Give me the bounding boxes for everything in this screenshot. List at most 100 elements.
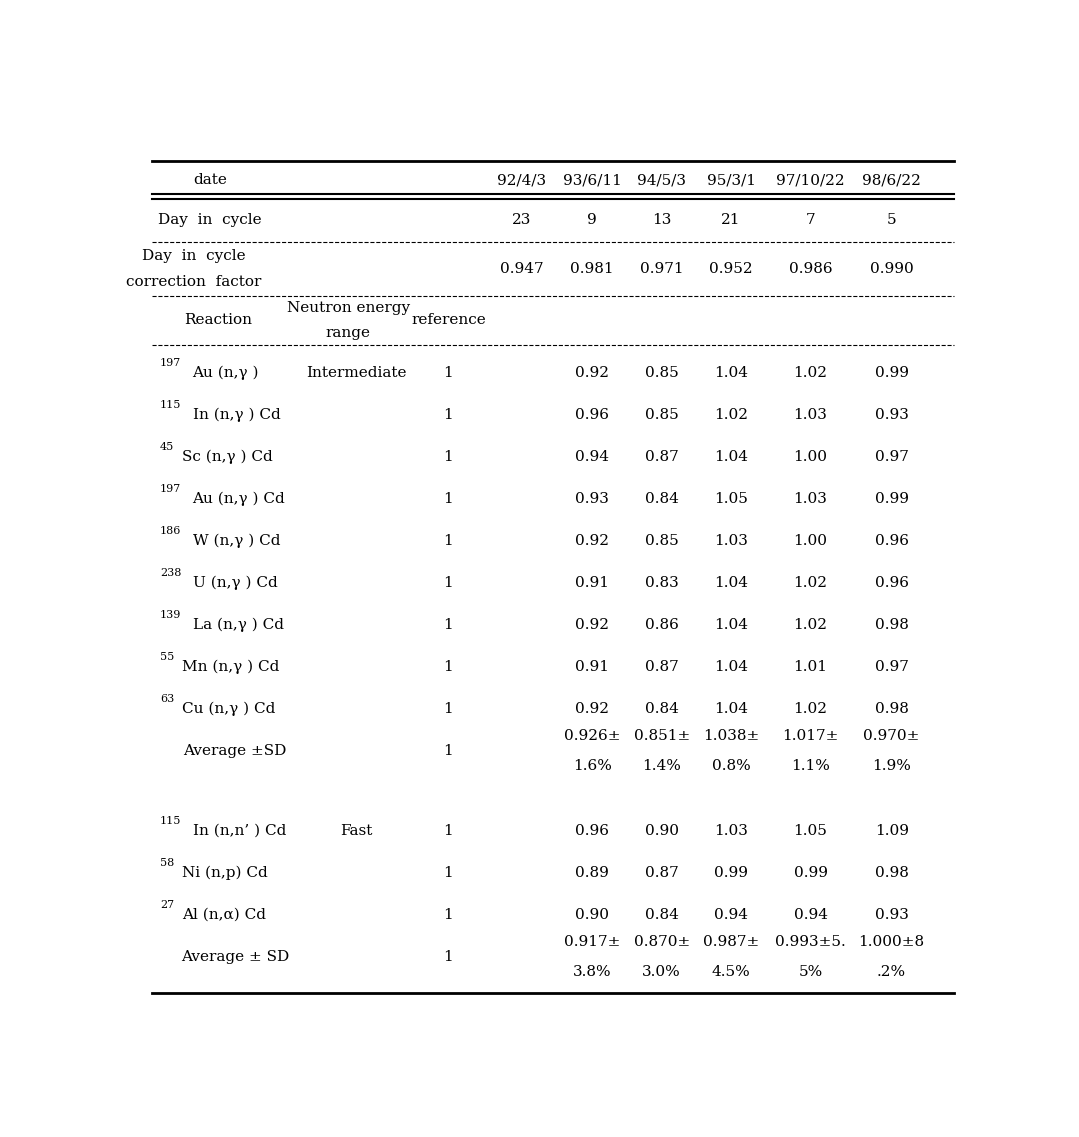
Text: 9: 9 (587, 214, 597, 227)
Text: Mn (n,γ ) Cd: Mn (n,γ ) Cd (181, 659, 279, 674)
Text: 0.84: 0.84 (645, 492, 679, 506)
Text: 3.0%: 3.0% (642, 965, 681, 979)
Text: 0.947: 0.947 (501, 262, 544, 275)
Text: 63: 63 (160, 695, 174, 705)
Text: 0.99: 0.99 (793, 866, 828, 880)
Text: 1.017±: 1.017± (782, 729, 838, 744)
Text: reference: reference (411, 314, 486, 327)
Text: 0.99: 0.99 (875, 366, 909, 380)
Text: 0.981: 0.981 (571, 262, 614, 275)
Text: 238: 238 (160, 568, 181, 579)
Text: 0.89: 0.89 (575, 866, 610, 880)
Text: Sc (n,γ ) Cd: Sc (n,γ ) Cd (181, 449, 273, 464)
Text: Fast: Fast (340, 824, 372, 838)
Text: 13: 13 (652, 214, 671, 227)
Text: 21: 21 (722, 214, 741, 227)
Text: 1: 1 (443, 450, 453, 464)
Text: 0.94: 0.94 (714, 908, 748, 922)
Text: 1.03: 1.03 (714, 534, 748, 548)
Text: Average ± SD: Average ± SD (181, 949, 289, 964)
Text: 186: 186 (160, 526, 181, 537)
Text: Au (n,γ ): Au (n,γ ) (192, 366, 259, 380)
Text: 5: 5 (887, 214, 897, 227)
Text: 1: 1 (443, 408, 453, 422)
Text: Al (n,α) Cd: Al (n,α) Cd (181, 908, 265, 922)
Text: In (n,n’ ) Cd: In (n,n’ ) Cd (192, 824, 286, 838)
Text: 0.97: 0.97 (875, 450, 909, 464)
Text: Day  in  cycle: Day in cycle (141, 249, 245, 263)
Text: 1: 1 (443, 534, 453, 548)
Text: Cu (n,γ ) Cd: Cu (n,γ ) Cd (181, 702, 275, 716)
Text: 0.90: 0.90 (644, 824, 679, 838)
Text: .2%: .2% (877, 965, 906, 979)
Text: 1.09: 1.09 (875, 824, 909, 838)
Text: 1.038±: 1.038± (704, 729, 760, 744)
Text: 0.83: 0.83 (645, 576, 679, 590)
Text: 1.03: 1.03 (794, 492, 828, 506)
Text: 0.94: 0.94 (575, 450, 610, 464)
Text: date: date (193, 173, 227, 188)
Text: 1.00: 1.00 (793, 534, 828, 548)
Text: 1: 1 (443, 744, 453, 758)
Text: 1.6%: 1.6% (573, 758, 612, 773)
Text: 1.05: 1.05 (714, 492, 748, 506)
Text: 4.5%: 4.5% (712, 965, 751, 979)
Text: Au (n,γ ) Cd: Au (n,γ ) Cd (192, 491, 285, 506)
Text: 27: 27 (160, 901, 174, 911)
Text: 0.986: 0.986 (789, 262, 832, 275)
Text: 0.91: 0.91 (575, 576, 610, 590)
Text: 0.94: 0.94 (793, 908, 828, 922)
Text: 1.00: 1.00 (793, 450, 828, 464)
Text: 0.84: 0.84 (645, 702, 679, 716)
Text: 1.03: 1.03 (794, 408, 828, 422)
Text: 0.993±5.: 0.993±5. (775, 935, 846, 949)
Text: 139: 139 (160, 611, 181, 621)
Text: Day  in  cycle: Day in cycle (159, 214, 262, 227)
Text: 1.000±8: 1.000±8 (859, 935, 925, 949)
Text: 0.96: 0.96 (875, 576, 909, 590)
Text: 45: 45 (160, 442, 174, 453)
Text: 0.85: 0.85 (645, 534, 679, 548)
Text: 1.04: 1.04 (714, 702, 748, 716)
Text: 95/3/1: 95/3/1 (707, 173, 755, 188)
Text: 197: 197 (160, 358, 181, 368)
Text: 1.01: 1.01 (793, 659, 828, 674)
Text: 0.87: 0.87 (645, 866, 679, 880)
Text: 5%: 5% (798, 965, 822, 979)
Text: 0.92: 0.92 (575, 702, 610, 716)
Text: 0.90: 0.90 (575, 908, 610, 922)
Text: 58: 58 (160, 858, 174, 869)
Text: 1.02: 1.02 (793, 576, 828, 590)
Text: 0.99: 0.99 (875, 492, 909, 506)
Text: 0.987±: 0.987± (704, 935, 760, 949)
Text: 0.98: 0.98 (875, 702, 909, 716)
Text: 0.8%: 0.8% (712, 758, 751, 773)
Text: 0.851±: 0.851± (633, 729, 689, 744)
Text: 1: 1 (443, 659, 453, 674)
Text: 94/5/3: 94/5/3 (638, 173, 686, 188)
Text: 0.87: 0.87 (645, 450, 679, 464)
Text: 0.85: 0.85 (645, 408, 679, 422)
Text: 1.03: 1.03 (714, 824, 748, 838)
Text: 0.85: 0.85 (645, 366, 679, 380)
Text: correction  factor: correction factor (126, 275, 261, 289)
Text: 0.971: 0.971 (640, 262, 683, 275)
Text: 0.99: 0.99 (714, 866, 748, 880)
Text: 0.98: 0.98 (875, 866, 909, 880)
Text: 115: 115 (160, 816, 181, 827)
Text: 3.8%: 3.8% (573, 965, 612, 979)
Text: 0.92: 0.92 (575, 366, 610, 380)
Text: 0.93: 0.93 (875, 408, 909, 422)
Text: 0.98: 0.98 (875, 619, 909, 632)
Text: 0.970±: 0.970± (863, 729, 919, 744)
Text: 92/4/3: 92/4/3 (497, 173, 547, 188)
Text: 0.92: 0.92 (575, 534, 610, 548)
Text: 1.02: 1.02 (793, 702, 828, 716)
Text: 1: 1 (443, 702, 453, 716)
Text: 1: 1 (443, 492, 453, 506)
Text: 1: 1 (443, 824, 453, 838)
Text: Intermediate: Intermediate (306, 366, 407, 380)
Text: 0.96: 0.96 (875, 534, 909, 548)
Text: 1: 1 (443, 366, 453, 380)
Text: 0.926±: 0.926± (564, 729, 620, 744)
